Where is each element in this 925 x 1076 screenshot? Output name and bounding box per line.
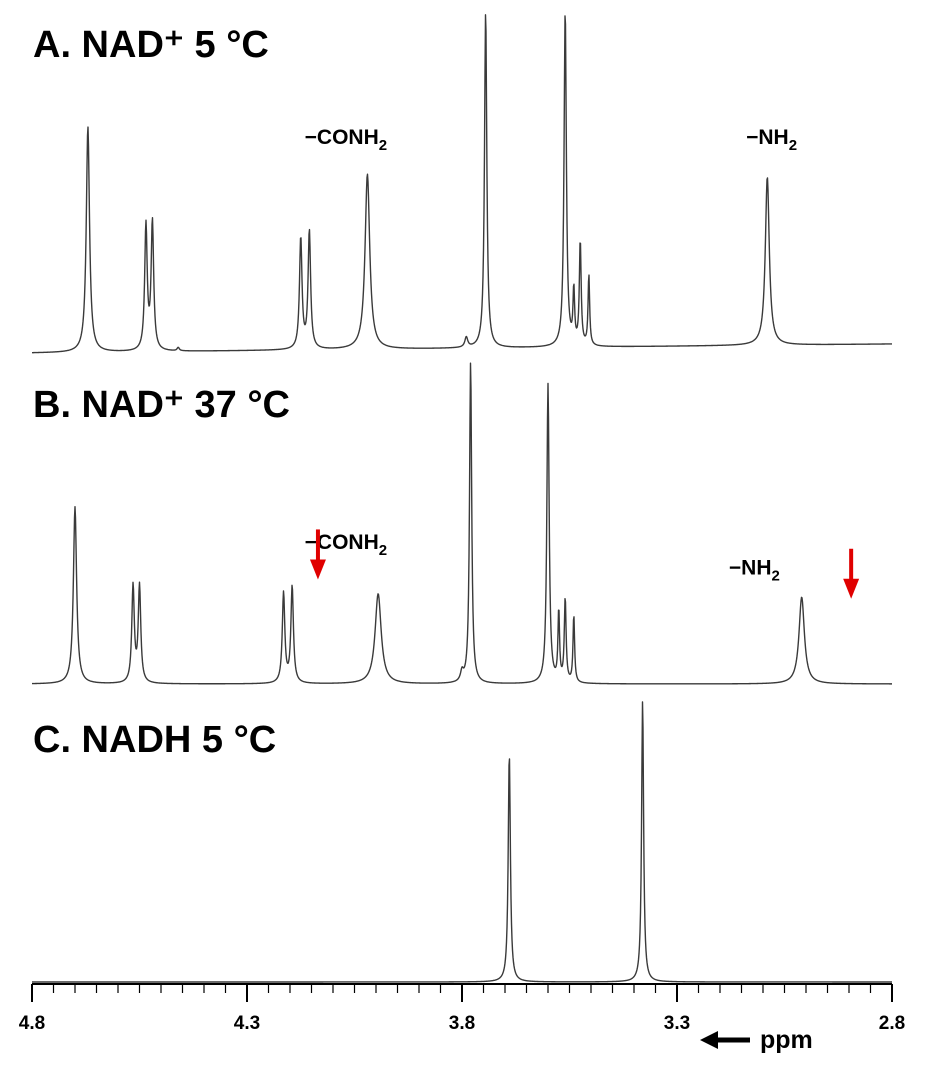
panel-title: B. NAD⁺ 37 °C [33, 384, 290, 426]
spectrum-panel-2: B. NAD⁺ 37 °C −CONH2 −NH2 [31, 362, 893, 685]
peak-annotation: −NH2 [746, 126, 797, 154]
spectrum-trace [31, 14, 893, 354]
peak-annotation: −CONH2 [305, 126, 387, 154]
x-axis-label: ppm [760, 1026, 813, 1054]
spectrum-panel-3: C. NADH 5 °C [31, 701, 893, 983]
left-arrow-icon [700, 1031, 750, 1049]
x-tick-label: 2.8 [879, 1013, 905, 1034]
peak-annotation: −NH2 [729, 557, 780, 585]
x-axis-unit: ppm [700, 1026, 813, 1054]
panel-title: C. NADH 5 °C [33, 719, 276, 761]
spectrum-trace [31, 362, 893, 685]
x-tick-label: 3.8 [449, 1013, 475, 1034]
spectrum-trace [31, 701, 893, 983]
x-tick-label: 3.3 [664, 1013, 690, 1034]
red-down-arrow-icon [309, 529, 326, 580]
panel-title: A. NAD⁺ 5 °C [33, 24, 269, 66]
red-down-arrow-icon [843, 548, 860, 599]
x-tick-label: 4.8 [19, 1013, 45, 1034]
peak-annotation: −CONH2 [305, 531, 387, 559]
spectrum-panel-1: A. NAD⁺ 5 °C −CONH2 −NH2 [31, 14, 893, 354]
x-tick-label: 4.3 [234, 1013, 260, 1034]
x-axis-minor-ticks [31, 984, 893, 1002]
